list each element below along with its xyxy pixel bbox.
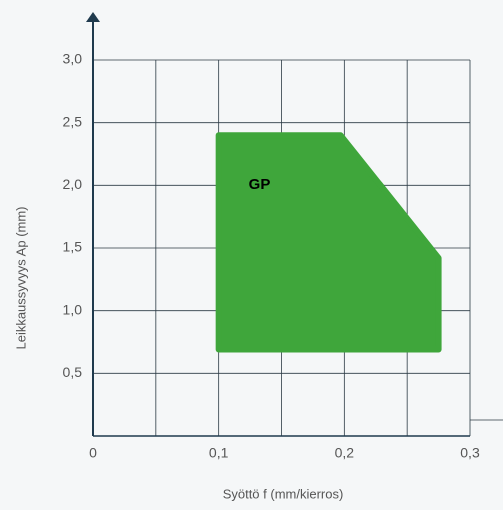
region [215,132,442,353]
region-label: GP [249,176,271,193]
x-axis-label: Syöttö f (mm/kierros) [223,486,344,501]
y-tick-label: 0,5 [63,364,83,380]
y-tick-label: 2,0 [63,176,83,192]
axis-arrow [86,12,100,22]
y-tick-label: 3,0 [63,51,83,67]
x-tick-label: 0,3 [460,445,480,461]
x-tick-label: 0,1 [209,445,229,461]
y-axis-label: Leikkaussyvyys Ap (mm) [13,206,28,349]
x-tick-label: 0,2 [335,445,355,461]
y-tick-label: 1,0 [63,301,83,317]
x-tick-label: 0 [89,445,97,461]
plot-area: GP [215,132,442,353]
y-tick-label: 2,5 [63,113,83,129]
y-tick-label: 1,5 [63,239,83,255]
